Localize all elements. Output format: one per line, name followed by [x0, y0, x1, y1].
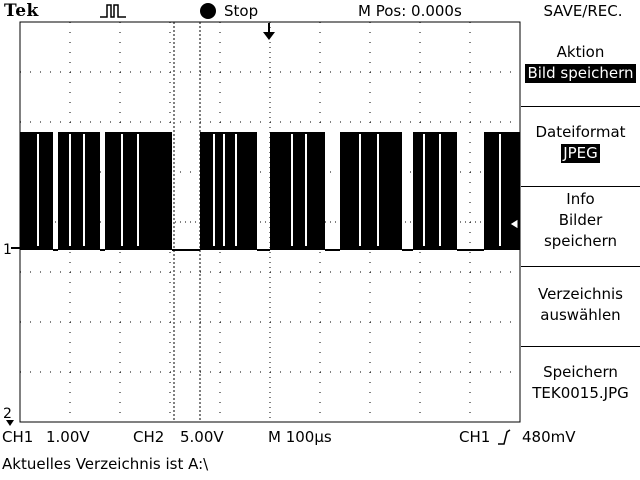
trigger-level: 480mV — [522, 428, 576, 446]
menu-item-dateiformat-label: Dateiformat — [535, 123, 626, 141]
cursor-lines — [173, 22, 201, 422]
menu-item-verzeichnis-line1: Verzeichnis — [537, 285, 623, 303]
waveform-burst — [413, 132, 457, 250]
menu-divider — [521, 186, 640, 187]
waveform-burst — [58, 132, 100, 250]
menu-item-dateiformat[interactable]: Dateiformat JPEG — [521, 122, 640, 164]
menu-divider — [521, 346, 640, 347]
menu-divider — [521, 266, 640, 267]
ch2-marker-arrow — [6, 420, 14, 426]
ch2-scale: 5.00V — [180, 428, 224, 446]
menu-item-verzeichnis[interactable]: Verzeichnis auswählen — [521, 284, 640, 326]
run-status-icon — [200, 3, 216, 19]
menu-item-verzeichnis-line2: auswählen — [540, 306, 621, 324]
menu-item-aktion[interactable]: Aktion Bild speichern — [521, 42, 640, 84]
waveform-burst — [340, 132, 402, 250]
menu-item-aktion-value: Bild speichern — [525, 64, 636, 83]
status-message: Aktuelles Verzeichnis ist A:\ — [2, 455, 209, 473]
menu-item-aktion-label: Aktion — [556, 43, 605, 61]
pulse-icon — [100, 4, 126, 18]
brand-logo: Tek — [4, 1, 39, 21]
waveform-burst — [270, 132, 325, 250]
rising-edge-icon — [498, 429, 511, 445]
menu-item-info[interactable]: Info Bilder speichern — [521, 189, 640, 252]
menu-title: SAVE/REC. — [543, 2, 623, 20]
ch1-label: CH1 — [2, 428, 34, 446]
menu-item-speichern[interactable]: Speichern TEK0015.JPG — [521, 362, 640, 404]
trigger-level-icon — [509, 218, 519, 230]
menu-item-speichern-line2: TEK0015.JPG — [532, 384, 629, 402]
menu-item-dateiformat-value: JPEG — [561, 144, 600, 163]
waveform-burst — [20, 132, 53, 250]
menu-item-info-line2: Bilder — [558, 211, 603, 229]
ch2-label: CH2 — [133, 428, 165, 446]
trigger-source: CH1 — [459, 428, 491, 446]
ch1-scale: 1.00V — [46, 428, 90, 446]
timebase: M 100µs — [268, 428, 332, 446]
menu-item-info-line1: Info — [566, 190, 595, 208]
ch2-ground-marker: 2 — [3, 406, 12, 422]
ch1-ground-marker: 1 — [3, 242, 12, 258]
waveform-burst — [484, 132, 520, 250]
menu-divider — [521, 106, 640, 107]
horizontal-position: M Pos: 0.000s — [358, 2, 462, 20]
menu-item-info-line3: speichern — [543, 232, 618, 250]
run-status: Stop — [224, 2, 259, 20]
menu-item-speichern-line1: Speichern — [543, 363, 618, 381]
trigger-position-icon — [263, 32, 275, 40]
ch1-waveform — [20, 132, 520, 251]
waveform-burst — [200, 132, 257, 250]
